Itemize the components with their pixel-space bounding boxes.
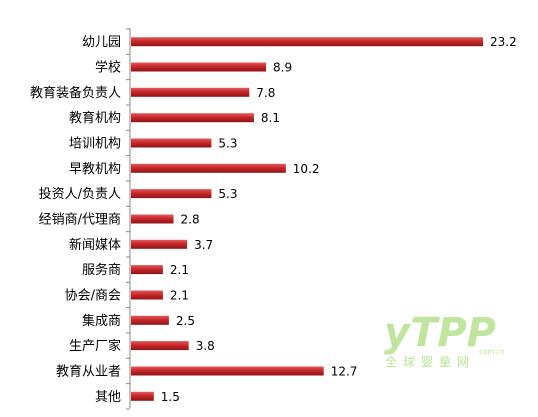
bar [131,239,188,249]
category-label: 协会/商会 [65,289,121,304]
bar [131,391,154,401]
category-label: 服务商 [82,262,121,278]
data-label: 2.5 [176,314,195,328]
category-label: 教育从业者 [56,364,121,380]
data-label: 3.7 [194,238,213,252]
category-label: 投资人/负责人 [39,186,121,202]
data-label: 8.1 [261,111,280,125]
bar [131,37,483,47]
data-label: 1.5 [161,390,180,404]
data-label: 10.2 [293,162,320,176]
category-label: 教育装备负责人 [30,85,121,101]
category-label: 幼儿园 [82,35,121,50]
watermark-logo: yTPP 全球婴童网 .com.cn [384,310,505,369]
data-label: 3.8 [196,339,215,353]
category-label: 经销商/代理商 [39,213,121,228]
data-label: 5.3 [218,137,237,151]
bar [131,62,266,72]
bar [131,113,254,123]
category-label: 学校 [95,60,121,76]
category-label: 教育机构 [69,110,121,126]
watermark-logo-text: yTPP [384,310,496,356]
data-label: 2.1 [170,263,189,277]
bar [131,290,163,300]
bar [131,341,189,351]
bar [131,315,169,325]
category-label: 新闻媒体 [69,237,121,253]
watermark-sub-text: 全球婴童网 [385,354,475,369]
category-label: 培训机构 [69,136,121,152]
data-label: 5.3 [218,187,237,201]
data-label: 12.7 [331,365,358,379]
category-label: 集成商 [82,313,121,329]
category-label: 生产厂家 [69,338,121,354]
bar [131,265,163,275]
bar [131,138,212,148]
bar [131,214,174,224]
data-label: 2.8 [181,213,200,227]
data-label: 8.9 [273,61,292,75]
category-label: 其他 [95,390,121,405]
bar [131,189,212,199]
data-label: 7.8 [256,86,275,100]
watermark-domain-text: .com.cn [477,348,505,356]
bar [131,366,324,376]
data-label: 23.2 [490,35,517,49]
bar [131,163,286,173]
category-label: 早教机构 [69,161,121,177]
data-label: 2.1 [170,289,189,303]
bar [131,87,250,97]
